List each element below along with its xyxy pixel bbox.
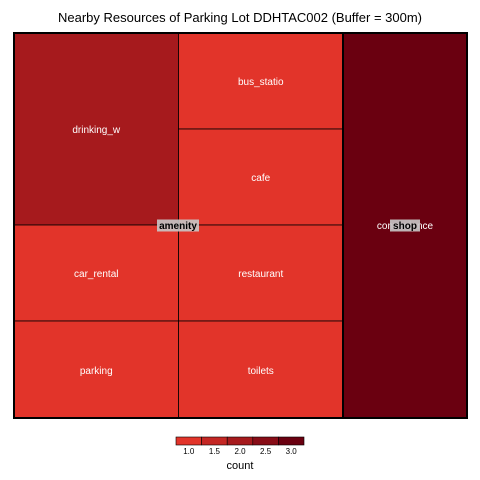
legend-swatch <box>278 436 305 446</box>
label-car-rental: car_rental <box>74 269 118 280</box>
label-restaurant: restaurant <box>238 269 283 280</box>
label-drinking-w: drinking_w <box>72 125 121 136</box>
legend-tick-label: 1.0 <box>183 447 195 456</box>
legend-tick-label: 1.5 <box>209 447 221 456</box>
tile-parking <box>13 320 179 419</box>
label-toilets: toilets <box>248 366 274 377</box>
legend-swatch <box>201 436 228 446</box>
chart-title: Nearby Resources of Parking Lot DDHTAC00… <box>57 10 423 25</box>
group-label-bg-shop <box>390 219 420 232</box>
group-label-bg-amenity <box>157 219 199 232</box>
group-label-amenity: amenity <box>159 221 197 232</box>
legend-swatch <box>252 436 279 446</box>
tile-restaurant <box>178 224 344 322</box>
legend-swatch <box>226 436 254 446</box>
tile-car-rental <box>13 224 179 322</box>
legend-tick-label: 2.0 <box>234 447 246 456</box>
tile-toilets <box>178 320 344 419</box>
legend-title: count <box>227 460 254 472</box>
legend-tick-label: 3.0 <box>286 447 298 456</box>
legend-tick-label: 2.5 <box>260 447 272 456</box>
label-parking: parking <box>80 366 113 377</box>
group-border-shop <box>342 32 468 419</box>
group-label-shop: shop <box>393 221 417 232</box>
label-cafe: cafe <box>251 173 270 184</box>
label-bus-statio: bus_statio <box>238 77 284 88</box>
treemap-plot: drinking_w bus_statio cafe car_rental re… <box>13 32 468 419</box>
legend-swatch <box>175 436 202 446</box>
